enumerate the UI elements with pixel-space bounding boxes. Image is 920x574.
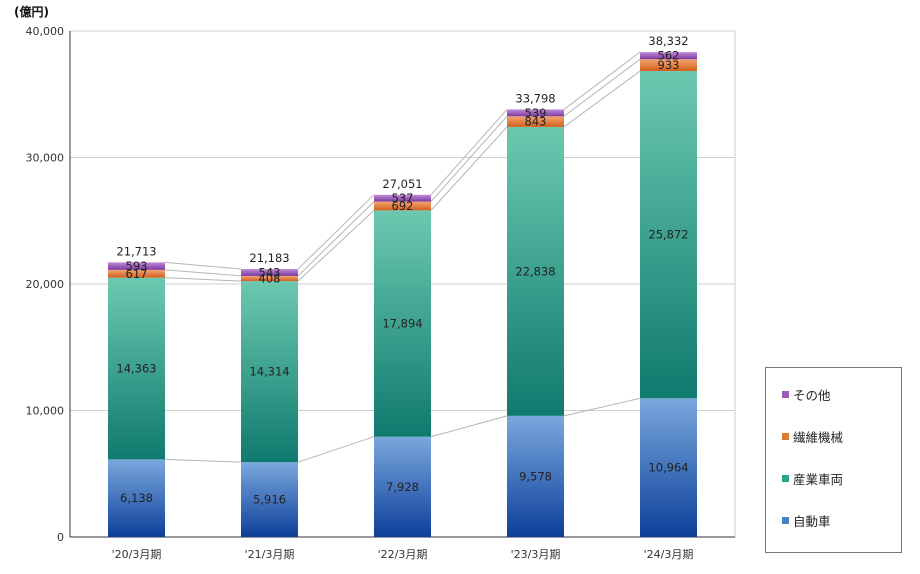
bar-segment-seni-kikai (108, 269, 165, 278)
total-label: 38,332 (648, 34, 688, 48)
connector-line (430, 126, 508, 211)
bar-segment-sangyo-sharyo (374, 210, 431, 437)
unit-label: (億円) (14, 4, 49, 19)
data-label: 562 (658, 49, 680, 63)
x-tick-label: '23/3月期 (511, 548, 561, 561)
connector-line (563, 397, 641, 417)
data-label: 593 (126, 259, 148, 273)
data-label: 22,838 (515, 264, 555, 278)
connector-line (430, 415, 508, 438)
connector-line (297, 194, 375, 270)
data-label: 17,894 (382, 317, 422, 331)
connector-line (563, 70, 641, 128)
y-tick-label: 10,000 (26, 405, 65, 418)
axes: 0 10,000 20,000 30,000 40,000 '20/3月期 '21/3月期 '… (26, 25, 735, 561)
bar-segment-jidosha (640, 398, 697, 537)
data-label: 9,578 (519, 469, 552, 483)
legend-swatch (782, 517, 789, 524)
y-tick-label: 30,000 (26, 152, 65, 165)
bar-segment-seni-kikai (507, 116, 564, 127)
legend-item: 産業車両 (782, 469, 843, 488)
legend-label: 繊維機械 (793, 430, 844, 445)
legend-item: 自動車 (782, 511, 831, 530)
y-tick-label: 0 (57, 531, 64, 544)
connector-lines (164, 51, 641, 463)
connector-line (430, 115, 508, 202)
connector-line (164, 261, 242, 270)
data-label: 543 (259, 265, 281, 279)
data-label: 6,138 (120, 491, 153, 505)
legend-swatch (782, 475, 789, 482)
connector-line (164, 277, 242, 282)
x-tick-label: '20/3月期 (112, 548, 162, 561)
bar-segment-sonota (108, 262, 165, 270)
connector-line (297, 209, 375, 282)
legend-label: その他 (793, 388, 831, 403)
connector-line (430, 109, 508, 196)
data-label: 617 (126, 267, 148, 281)
legend-swatch (782, 391, 789, 398)
legend-label: 産業車両 (793, 472, 844, 487)
data-label: 539 (525, 106, 547, 120)
total-label: 21,183 (249, 251, 289, 265)
bar-segment-jidosha (507, 415, 564, 537)
bar-segment-seni-kikai (241, 275, 298, 282)
data-label: 537 (392, 191, 414, 205)
x-tick-label: '24/3月期 (644, 548, 694, 561)
connector-line (563, 51, 641, 110)
legend: その他繊維機械産業車両自動車 (765, 367, 902, 553)
bar-segment-sangyo-sharyo (507, 126, 564, 416)
connector-line (297, 201, 375, 277)
data-label: 7,928 (386, 480, 419, 494)
data-label: 25,872 (648, 228, 688, 242)
data-label: 14,314 (249, 365, 289, 379)
data-label: 5,916 (253, 493, 286, 507)
legend-swatch (782, 433, 789, 440)
y-tick-label: 20,000 (26, 278, 65, 291)
total-label: 33,798 (515, 91, 555, 105)
bar-segment-sonota (507, 109, 564, 117)
legend-item: 繊維機械 (782, 427, 843, 446)
connector-line (297, 436, 375, 463)
data-label: 843 (525, 115, 547, 129)
legend-label: 自動車 (793, 514, 831, 529)
x-tick-label: '21/3月期 (245, 548, 295, 561)
legend-item: その他 (782, 385, 831, 404)
bar-segment-sonota (640, 52, 697, 60)
bar-segment-sonota (374, 194, 431, 202)
data-label: 692 (392, 199, 414, 213)
bar-segment-sonota (241, 269, 298, 276)
data-label: 933 (658, 58, 680, 72)
data-label: 408 (259, 272, 281, 286)
data-label: 10,964 (648, 461, 688, 475)
total-label: 27,051 (382, 177, 422, 191)
connector-line (563, 58, 641, 117)
bar-segment-sangyo-sharyo (640, 71, 697, 399)
bar-segment-jidosha (108, 459, 165, 537)
bar-segment-jidosha (241, 462, 298, 537)
connector-line (164, 458, 242, 463)
bar-segment-seni-kikai (374, 201, 431, 211)
y-tick-label: 40,000 (26, 25, 65, 38)
data-label: 14,363 (116, 362, 156, 376)
bar-segment-jidosha (374, 436, 431, 537)
bar-segment-seni-kikai (640, 59, 697, 72)
bar-segment-sangyo-sharyo (108, 277, 165, 460)
bars (108, 52, 697, 537)
bar-segment-sangyo-sharyo (241, 281, 298, 463)
x-tick-label: '22/3月期 (378, 548, 428, 561)
total-label: 21,713 (116, 244, 156, 258)
connector-line (164, 269, 242, 277)
